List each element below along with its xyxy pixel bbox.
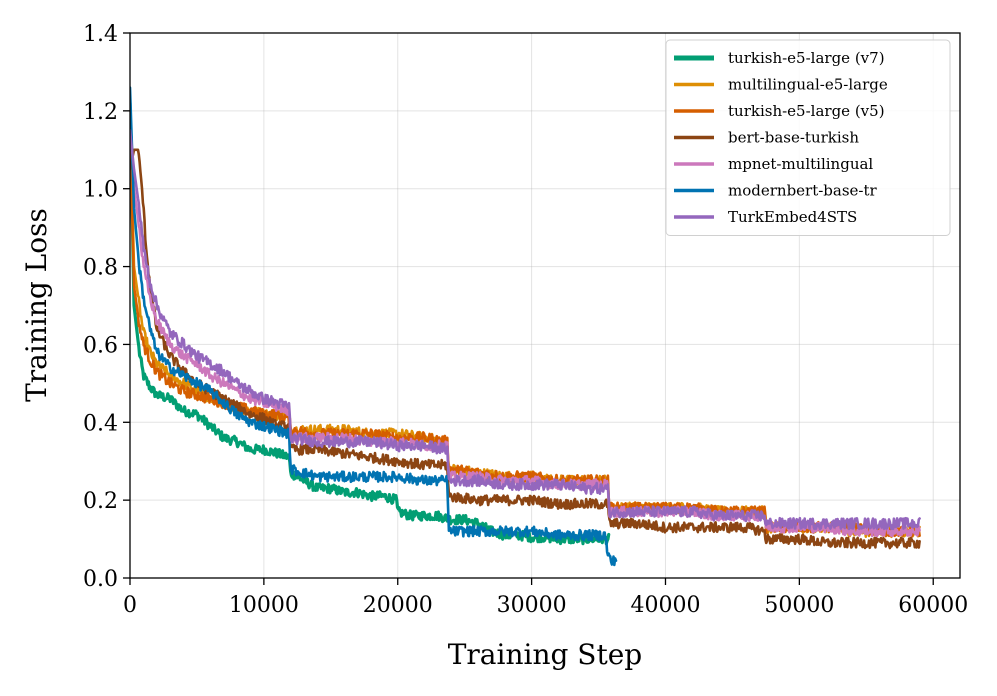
x-tick-label: 50000 (764, 593, 834, 618)
x-tick-label: 20000 (363, 593, 433, 618)
x-tick-label: 60000 (898, 593, 968, 618)
x-axis-ticks: 0 10000 20000 30000 40000 50000 60000 (123, 578, 968, 618)
legend-entry: mpnet-multilingual (728, 155, 873, 173)
y-tick-label: 1.4 (83, 22, 118, 47)
y-tick-label: 0.2 (83, 489, 118, 514)
x-tick-label: 30000 (497, 593, 567, 618)
legend-box (665, 39, 951, 236)
x-tick-label: 0 (123, 593, 137, 618)
y-axis-ticks: 0.0 0.2 0.4 0.6 0.8 1.0 1.2 1.4 (83, 22, 130, 592)
legend-entry: TurkEmbed4STS (728, 208, 857, 226)
x-tick-label: 10000 (229, 593, 299, 618)
legend-entry: bert-base-turkish (728, 129, 859, 147)
series-line-4 (130, 148, 921, 550)
series-line-7 (130, 129, 921, 531)
y-tick-label: 0.8 (83, 256, 118, 281)
legend-entry: turkish-e5-large (v5) (728, 102, 885, 120)
series-line-6 (130, 86, 618, 567)
y-tick-label: 1.2 (83, 100, 118, 125)
series-group (130, 86, 921, 567)
legend: turkish-e5-large (v7) multilingual-e5-lar… (665, 39, 951, 236)
y-axis-label: Training Loss (20, 208, 53, 402)
y-tick-label: 0.6 (83, 333, 118, 358)
y-tick-label: 0.0 (83, 567, 118, 592)
x-tick-label: 40000 (630, 593, 700, 618)
legend-entry: multilingual-e5-large (728, 76, 888, 94)
y-tick-label: 0.4 (83, 411, 118, 436)
y-tick-label: 1.0 (83, 178, 118, 203)
legend-entry: modernbert-base-tr (728, 182, 878, 200)
x-axis-label: Training Step (448, 638, 642, 671)
axes-frame (129, 32, 961, 579)
legend-entry: turkish-e5-large (v7) (728, 49, 885, 67)
